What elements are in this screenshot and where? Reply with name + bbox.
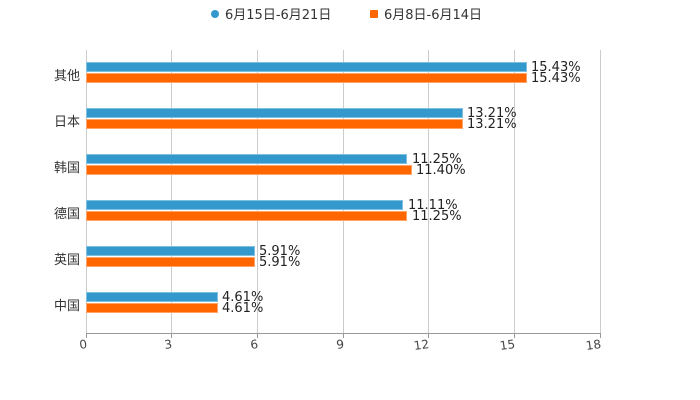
bar-series-1[interactable] <box>86 200 403 210</box>
gridline <box>514 50 515 333</box>
x-tick <box>514 333 515 338</box>
value-label: 5.91% <box>259 255 301 270</box>
bar-series-2[interactable] <box>86 257 255 267</box>
gridline <box>171 50 172 333</box>
category-label: 英国 <box>53 253 80 268</box>
bar-series-1[interactable] <box>86 62 527 72</box>
gridline <box>257 50 258 333</box>
x-tick <box>600 333 601 338</box>
category-label: 韩国 <box>53 161 80 176</box>
legend-label: 6月8日-6月14日 <box>384 8 483 23</box>
legend-square-icon <box>370 9 378 18</box>
x-tick-label: 3 <box>163 337 173 352</box>
legend-item-series-2[interactable]: 6月8日-6月14日 <box>370 4 482 23</box>
x-tick-label: 18 <box>584 337 602 353</box>
x-tick <box>171 333 172 338</box>
bar-series-2[interactable] <box>86 211 407 221</box>
category-label: 日本 <box>53 115 80 130</box>
value-label: 5.91% <box>259 244 301 259</box>
value-label: 15.43% <box>531 71 581 86</box>
x-tick-label: 6 <box>249 337 259 352</box>
chart-legend: 6月15日-6月21日 6月8日-6月14日 <box>0 4 700 24</box>
value-label: 15.43% <box>531 60 581 75</box>
x-tick <box>428 333 429 338</box>
value-label: 11.25% <box>412 209 462 224</box>
x-tick-label: 9 <box>335 337 345 352</box>
x-tick-label: 0 <box>78 337 88 352</box>
x-tick <box>86 333 87 338</box>
category-label: 其他 <box>53 69 80 84</box>
bar-series-1[interactable] <box>86 154 407 164</box>
gridline <box>343 50 344 333</box>
legend-circle-icon <box>211 9 219 18</box>
x-tick-label: 15 <box>498 337 516 353</box>
category-label: 德国 <box>53 207 80 222</box>
value-label: 11.25% <box>412 152 462 167</box>
value-label: 4.61% <box>222 290 264 305</box>
bar-series-1[interactable] <box>86 108 463 118</box>
gridline <box>86 50 87 333</box>
value-label: 4.61% <box>222 301 264 316</box>
x-tick <box>343 333 344 338</box>
bar-series-2[interactable] <box>86 303 218 313</box>
x-tick <box>257 333 258 338</box>
gridline <box>600 50 601 333</box>
value-label: 11.40% <box>416 163 466 178</box>
gridline <box>428 50 429 333</box>
category-label: 中国 <box>53 299 80 314</box>
x-tick-label: 12 <box>412 337 430 353</box>
value-label: 11.11% <box>408 198 458 213</box>
bar-series-2[interactable] <box>86 73 527 83</box>
bar-series-2[interactable] <box>86 119 463 129</box>
value-label: 13.21% <box>467 106 517 121</box>
value-label: 13.21% <box>467 117 517 132</box>
bar-series-2[interactable] <box>86 165 412 175</box>
bar-series-1[interactable] <box>86 292 218 302</box>
bar-series-1[interactable] <box>86 246 255 256</box>
legend-item-series-1[interactable]: 6月15日-6月21日 <box>211 4 331 23</box>
legend-label: 6月15日-6月21日 <box>225 8 332 23</box>
